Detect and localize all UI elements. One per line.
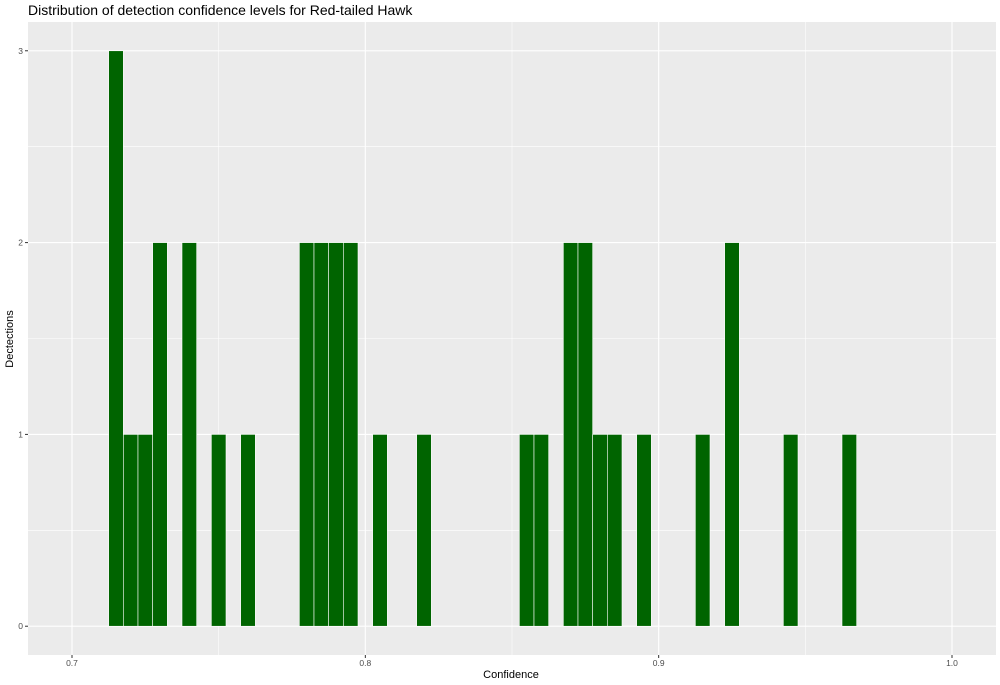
histogram-bar-24 (841, 434, 857, 627)
x-axis-ticks: 0.7 0.8 0.9 1.0 (66, 655, 958, 668)
y-tick-label: 3 (18, 46, 23, 56)
histogram-bar-14 (519, 434, 535, 627)
histogram-bar-18 (592, 434, 608, 627)
y-axis-title: Dectections (4, 310, 16, 368)
histogram-bar-13 (416, 434, 432, 627)
histogram-bar-6 (211, 434, 227, 627)
x-tick-label: 0.7 (66, 658, 78, 668)
histogram-bar-2 (123, 434, 139, 627)
histogram-bar-20 (636, 434, 652, 627)
histogram-bar-3 (137, 434, 153, 627)
histogram-bar-19 (607, 434, 623, 627)
histogram-bar-22 (724, 242, 740, 627)
y-tick-label: 0 (18, 621, 23, 631)
histogram-bar-10 (328, 242, 344, 627)
histogram-bar-12 (372, 434, 388, 627)
histogram-bar-8 (299, 242, 315, 627)
chart-title: Distribution of detection confidence lev… (28, 2, 413, 18)
y-tick-label: 1 (18, 429, 23, 439)
histogram-bar-15 (533, 434, 549, 627)
histogram-bar-4 (152, 242, 168, 627)
x-axis-title: Confidence (483, 669, 539, 681)
x-tick-label: 0.8 (359, 658, 371, 668)
histogram-bar-9 (313, 242, 329, 627)
histogram-bar-23 (783, 434, 799, 627)
x-tick-label: 0.9 (653, 658, 665, 668)
histogram-bars (108, 50, 857, 627)
histogram-bar-1 (108, 50, 124, 627)
histogram-bar-5 (181, 242, 197, 627)
histogram-bar-17 (577, 242, 593, 627)
histogram-bar-21 (695, 434, 711, 627)
histogram-bar-16 (563, 242, 579, 627)
y-tick-label: 2 (18, 238, 23, 248)
x-tick-label: 1.0 (946, 658, 958, 668)
histogram-bar-11 (343, 242, 359, 627)
histogram-bar-7 (240, 434, 256, 627)
y-axis-ticks: 0 1 2 3 (18, 46, 28, 631)
